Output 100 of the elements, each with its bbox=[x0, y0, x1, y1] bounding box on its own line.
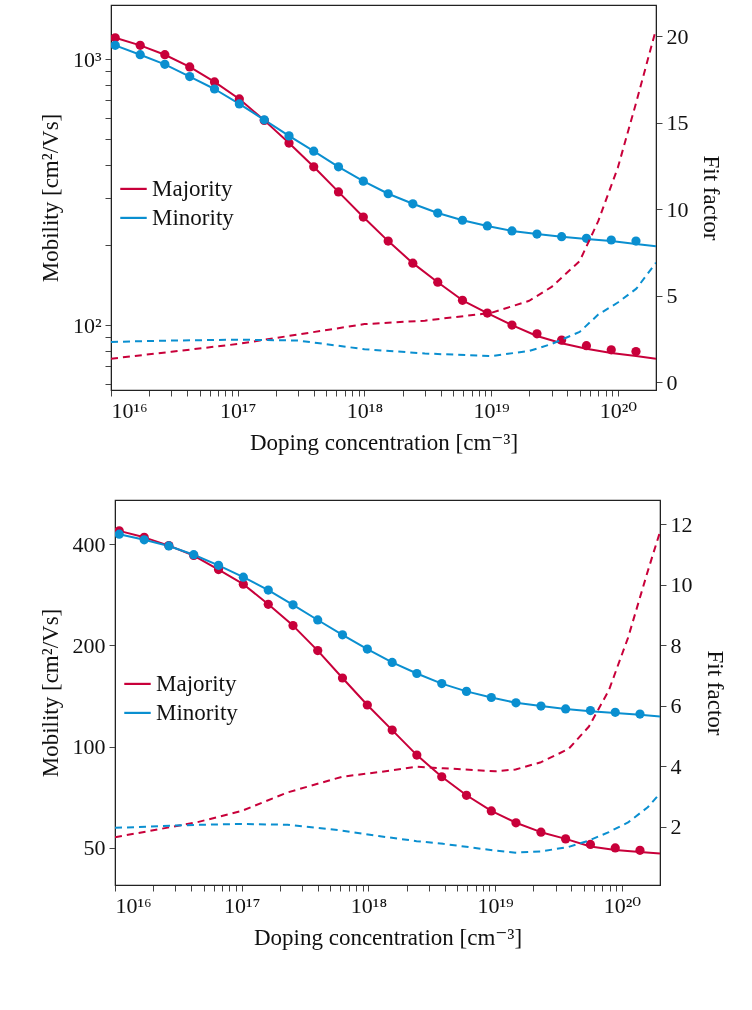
y2-tick-label: 15 bbox=[666, 110, 689, 136]
point bbox=[536, 701, 546, 711]
x-tick-label: 10²⁰ bbox=[599, 397, 638, 423]
point bbox=[358, 212, 368, 222]
y2-axis-title: Fit factor bbox=[698, 155, 724, 241]
point bbox=[536, 827, 546, 837]
point bbox=[362, 644, 372, 654]
y-tick-label: 50 bbox=[83, 835, 106, 861]
point bbox=[387, 657, 397, 668]
point bbox=[486, 806, 496, 816]
point bbox=[581, 341, 592, 351]
legend-label: Majority bbox=[156, 670, 237, 696]
point bbox=[511, 698, 521, 708]
point bbox=[461, 790, 472, 800]
point bbox=[507, 320, 517, 330]
point bbox=[486, 692, 496, 703]
point bbox=[387, 725, 397, 735]
point bbox=[313, 615, 323, 625]
point bbox=[313, 646, 323, 656]
y2-tick-label: 8 bbox=[670, 632, 682, 658]
point bbox=[412, 668, 422, 679]
y2-tick-label: 20 bbox=[666, 23, 689, 49]
x-tick-label: 10¹⁶ bbox=[115, 892, 152, 918]
x-tick-label: 10¹⁸ bbox=[346, 397, 384, 423]
point bbox=[408, 199, 418, 209]
y-tick-label: 10² bbox=[72, 312, 102, 338]
point bbox=[606, 345, 616, 355]
point bbox=[631, 346, 641, 357]
x-tick-label: 10¹⁷ bbox=[224, 892, 261, 918]
point bbox=[461, 686, 472, 696]
legend-label: Majority bbox=[152, 175, 233, 201]
point bbox=[532, 329, 542, 339]
point bbox=[185, 71, 195, 82]
point bbox=[337, 673, 348, 683]
point bbox=[383, 189, 393, 199]
point bbox=[585, 839, 596, 850]
x-axis-title: Doping concentration [cm⁻³] bbox=[253, 924, 523, 950]
point bbox=[457, 295, 468, 305]
point bbox=[309, 146, 319, 156]
point bbox=[234, 99, 244, 109]
y-tick-label: 10³ bbox=[72, 46, 102, 72]
x-axis-title: Doping concentration [cm⁻³] bbox=[249, 429, 519, 455]
legend-label: Minority bbox=[152, 204, 235, 230]
point bbox=[433, 277, 443, 287]
y-tick-label: 100 bbox=[72, 734, 106, 760]
point bbox=[362, 700, 372, 710]
point bbox=[581, 233, 592, 243]
legend-label: Minority bbox=[156, 699, 239, 725]
point bbox=[635, 845, 645, 855]
x-tick-label: 10¹⁹ bbox=[473, 397, 511, 423]
y-axis-title: Mobility [cm²/Vs] bbox=[37, 608, 63, 778]
y2-tick-label: 12 bbox=[670, 511, 693, 537]
point bbox=[337, 630, 348, 640]
point bbox=[160, 50, 170, 60]
x-tick-label: 10¹⁷ bbox=[220, 397, 257, 423]
point bbox=[412, 750, 422, 760]
point bbox=[606, 235, 616, 245]
point bbox=[482, 221, 492, 231]
point bbox=[358, 176, 368, 186]
x-tick-label: 10¹⁹ bbox=[477, 892, 515, 918]
point bbox=[383, 236, 393, 246]
x-tick-label: 10¹⁶ bbox=[111, 397, 148, 423]
point bbox=[561, 834, 571, 844]
point bbox=[209, 84, 220, 94]
point bbox=[457, 215, 468, 225]
point bbox=[532, 229, 542, 239]
point bbox=[631, 236, 641, 246]
x-tick-label: 10²⁰ bbox=[603, 892, 642, 918]
point bbox=[585, 706, 596, 716]
point bbox=[135, 50, 145, 60]
point bbox=[333, 187, 344, 197]
point bbox=[288, 600, 298, 610]
point bbox=[507, 226, 517, 236]
point bbox=[263, 585, 273, 595]
point bbox=[610, 707, 620, 717]
y2-tick-label: 10 bbox=[666, 196, 689, 222]
y2-tick-label: 4 bbox=[670, 753, 682, 779]
point bbox=[610, 843, 620, 853]
point bbox=[557, 232, 567, 242]
point bbox=[160, 59, 170, 69]
point bbox=[111, 40, 120, 50]
y2-axis-title: Fit factor bbox=[702, 650, 728, 736]
point bbox=[511, 818, 521, 828]
point bbox=[263, 599, 273, 609]
point bbox=[437, 678, 447, 689]
y2-tick-label: 10 bbox=[670, 572, 693, 598]
point bbox=[213, 560, 224, 570]
y-axis-title: Mobility [cm²/Vs] bbox=[37, 113, 63, 283]
y2-tick-label: 2 bbox=[670, 814, 682, 840]
point bbox=[135, 40, 145, 50]
x-tick-label: 10¹⁸ bbox=[350, 892, 388, 918]
y2-tick-label: 5 bbox=[666, 283, 678, 309]
point bbox=[561, 704, 571, 714]
point bbox=[408, 258, 418, 268]
point bbox=[288, 621, 298, 631]
point bbox=[309, 162, 319, 172]
y2-tick-label: 0 bbox=[666, 369, 678, 395]
point bbox=[437, 772, 447, 782]
y2-tick-label: 6 bbox=[670, 693, 682, 719]
y-tick-label: 200 bbox=[72, 632, 106, 658]
